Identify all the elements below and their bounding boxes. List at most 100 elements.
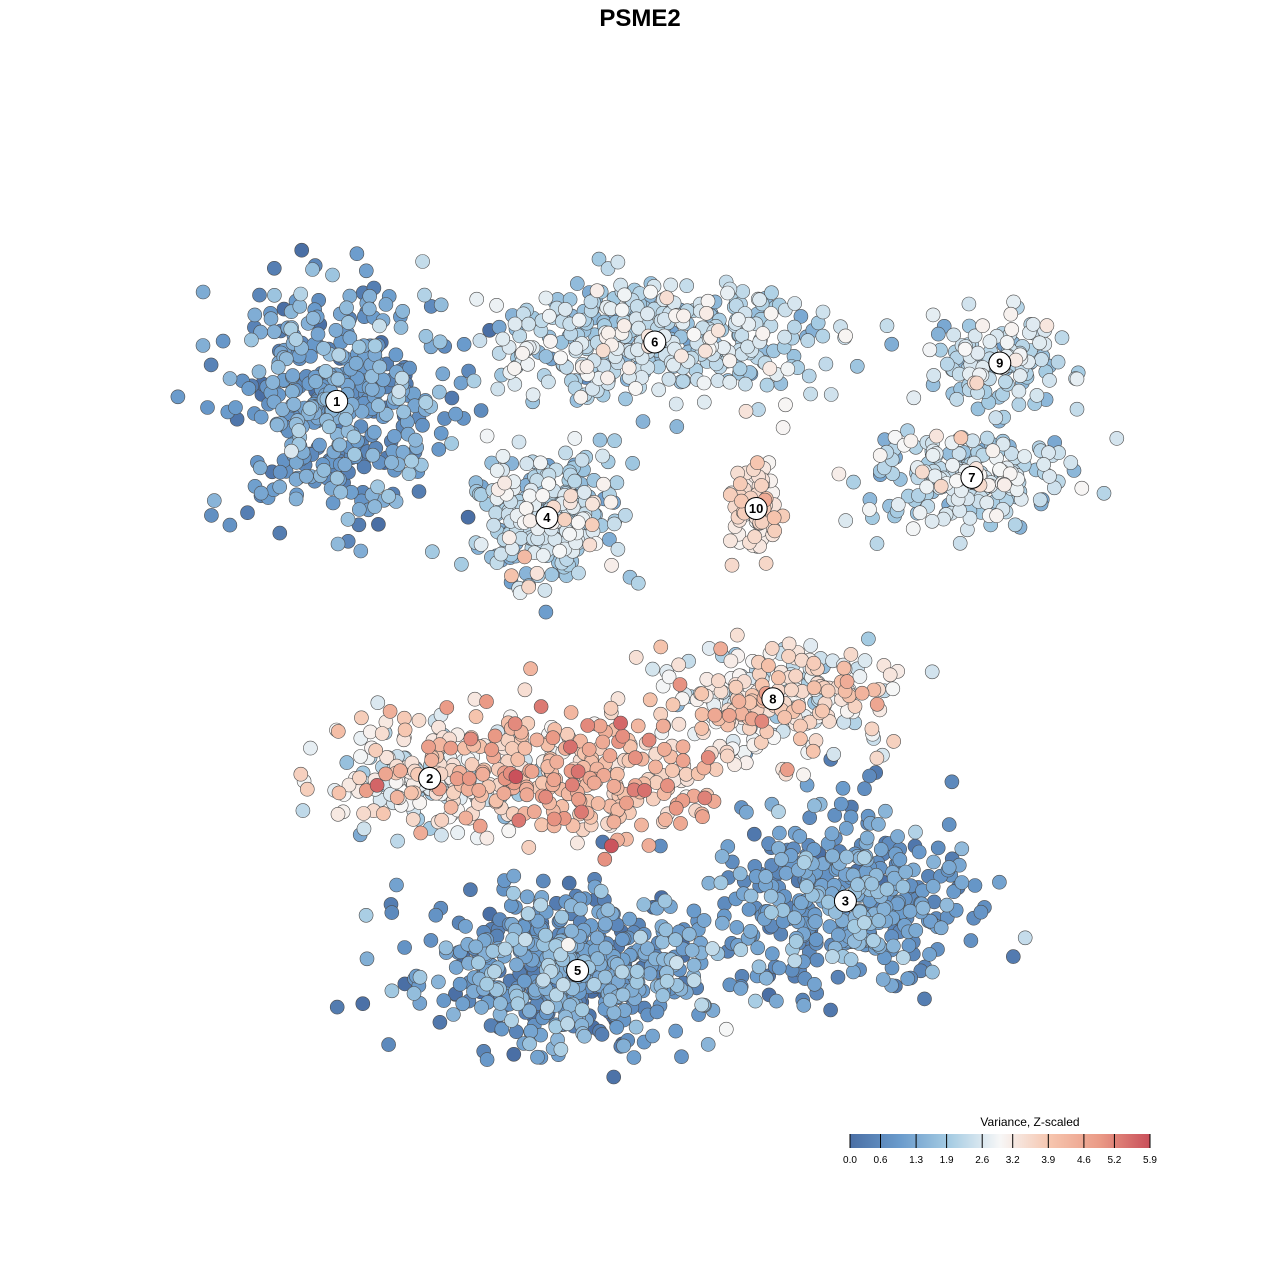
legend-tick-label: 0.0 [843,1155,857,1166]
cluster-labels: 1 2 3 4 5 6 7 8 9 10 [325,330,1012,983]
scatter-point [762,361,778,376]
scatter-point [640,306,655,322]
scatter-point [543,333,558,349]
scatter-point [758,869,774,884]
scatter-point [431,384,447,400]
scatter-point [305,310,321,326]
scatter-point [247,307,263,323]
scatter-point [394,370,410,386]
scatter-point [788,934,804,949]
scatter-point [595,734,611,750]
scatter-point [694,686,710,702]
scatter-point [609,1020,625,1035]
scatter-point [952,535,968,551]
scatter-point [792,829,808,844]
scatter-point [270,359,286,375]
scatter-point [200,400,215,415]
scatter-point [781,649,796,664]
legend-tick-label: 3.2 [1006,1155,1020,1166]
scatter-point [535,548,551,563]
scatter-point [356,459,372,475]
scatter-point [604,838,619,854]
scatter-point [686,973,702,988]
scatter-point [801,368,817,384]
legend-colorbar [850,1134,1150,1148]
scatter-point [251,364,267,380]
scatter-point [643,284,658,300]
scatter-point [914,464,930,480]
scatter-point [370,398,386,413]
scatter-point [729,920,745,935]
scatter-point [308,374,324,389]
scatter-point [833,796,849,812]
scatter-point [854,685,870,701]
scatter-point [533,699,549,714]
scatter-point [653,706,669,722]
scatter-point [299,468,314,484]
scatter-point [884,336,900,352]
scatter-point [1003,306,1019,322]
scatter-point [807,976,822,992]
scatter-point [228,400,243,415]
scatter-point [404,453,419,469]
scatter-point [487,728,503,744]
scatter-point [669,419,685,434]
scatter-point [339,755,355,770]
scatter-point [497,475,513,491]
scatter-point [618,391,633,407]
scatter-point [645,661,660,677]
scatter-point [882,667,898,683]
scatter-point [600,370,615,386]
scatter-point [873,842,889,857]
scatter-point [602,992,618,1008]
scatter-point [738,403,754,419]
scatter-point [374,726,390,741]
scatter-point [354,710,369,726]
scatter-point [697,343,713,359]
scatter-point [839,849,855,865]
scatter-point [898,864,914,880]
scatter-point [574,804,589,820]
scatter-point [607,433,622,449]
scatter-point [204,508,219,523]
scatter-point [1004,322,1020,337]
scatter-point [723,653,739,669]
scatter-point [535,972,551,988]
scatter-point [412,969,428,985]
legend-title: Variance, Z-scaled [980,1115,1079,1129]
scatter-point [635,414,651,429]
cluster-label-badge [535,506,559,530]
scatter-point [293,766,309,782]
scatter-point [507,316,523,332]
scatter-point [766,510,782,526]
cluster-label-text: 5 [574,963,581,978]
scatter-point [615,987,631,1003]
scatter-point [733,942,749,958]
scatter-point [461,771,477,786]
scatter-point [370,479,385,495]
scatter-point [824,826,840,841]
scatter-point [911,844,927,860]
scatter-point [777,710,792,725]
scatter-point [496,786,512,801]
scatter-point [729,627,745,643]
scatter-point [597,851,613,867]
scatter-point [568,340,584,356]
scatter-point [353,749,368,764]
scatter-point [774,852,789,867]
scatter-point [708,762,724,777]
scatter-point [576,485,592,500]
scatter-point [866,933,881,948]
scatter-point [448,960,464,975]
scatter-point [358,263,374,279]
cluster-label: 2 [418,766,442,790]
scatter-point [791,699,807,715]
scatter-point [721,708,737,723]
scatter-point [606,516,622,532]
scatter-point [392,763,408,779]
scatter-point [710,323,726,338]
scatter-point [397,722,413,738]
scatter-point [582,537,598,553]
scatter-point [864,876,880,892]
scatter-point [517,932,533,947]
